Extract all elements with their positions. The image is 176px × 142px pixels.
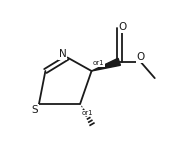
Polygon shape bbox=[92, 58, 120, 71]
Text: O: O bbox=[136, 52, 145, 62]
Text: S: S bbox=[32, 105, 38, 115]
Text: N: N bbox=[59, 49, 66, 59]
Text: or1: or1 bbox=[82, 110, 93, 116]
Text: or1: or1 bbox=[93, 60, 105, 66]
Text: O: O bbox=[119, 22, 127, 32]
